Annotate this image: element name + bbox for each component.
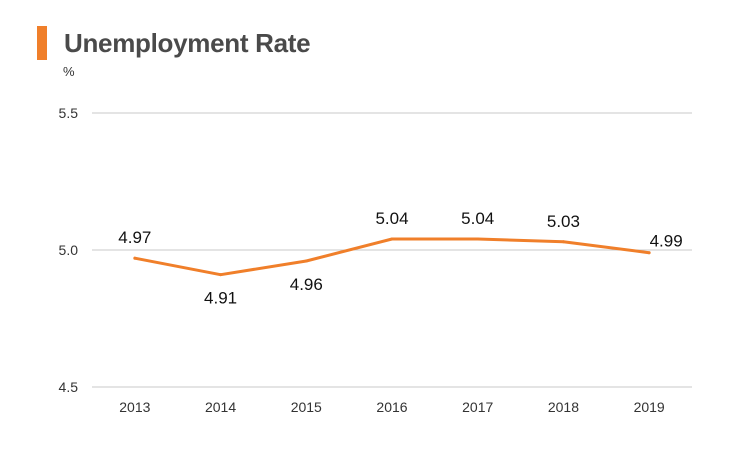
data-label: 5.03 (547, 212, 580, 231)
x-tick-label: 2016 (376, 399, 407, 415)
x-tick-label: 2017 (462, 399, 493, 415)
x-tick-label: 2019 (634, 399, 665, 415)
title-accent-bar (37, 26, 47, 60)
x-tick-label: 2015 (291, 399, 322, 415)
data-point (561, 240, 565, 244)
x-tick-label: 2014 (205, 399, 236, 415)
data-point (304, 259, 308, 263)
data-point (219, 273, 223, 277)
data-point (390, 237, 394, 241)
series-line (133, 237, 651, 277)
data-point (476, 237, 480, 241)
x-tick-label: 2018 (548, 399, 579, 415)
data-label: 5.04 (375, 209, 408, 228)
y-axis-unit-label: % (63, 64, 75, 79)
y-tick-label: 4.5 (59, 379, 79, 395)
data-label: 4.96 (290, 275, 323, 294)
data-point (133, 256, 137, 260)
y-tick-label: 5.0 (59, 242, 79, 258)
x-tick-label: 2013 (119, 399, 150, 415)
chart-title: Unemployment Rate (64, 28, 311, 58)
data-point (647, 251, 651, 255)
data-label: 5.04 (461, 209, 494, 228)
y-tick-label: 5.5 (59, 105, 79, 121)
data-label: 4.99 (650, 232, 683, 251)
data-label: 4.91 (204, 289, 237, 308)
data-label: 4.97 (118, 228, 151, 247)
